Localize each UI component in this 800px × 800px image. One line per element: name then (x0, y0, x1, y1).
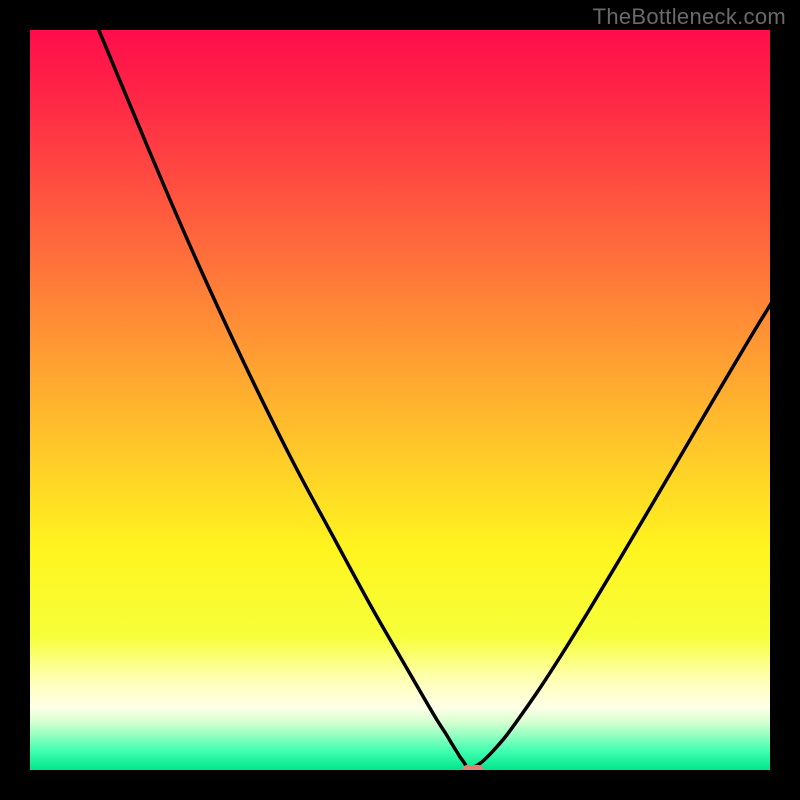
watermark-text: TheBottleneck.com (593, 4, 786, 30)
plot-area (30, 30, 770, 770)
chart-frame: TheBottleneck.com (0, 0, 800, 800)
bottleneck-chart (30, 30, 770, 770)
minimum-marker (462, 765, 484, 770)
